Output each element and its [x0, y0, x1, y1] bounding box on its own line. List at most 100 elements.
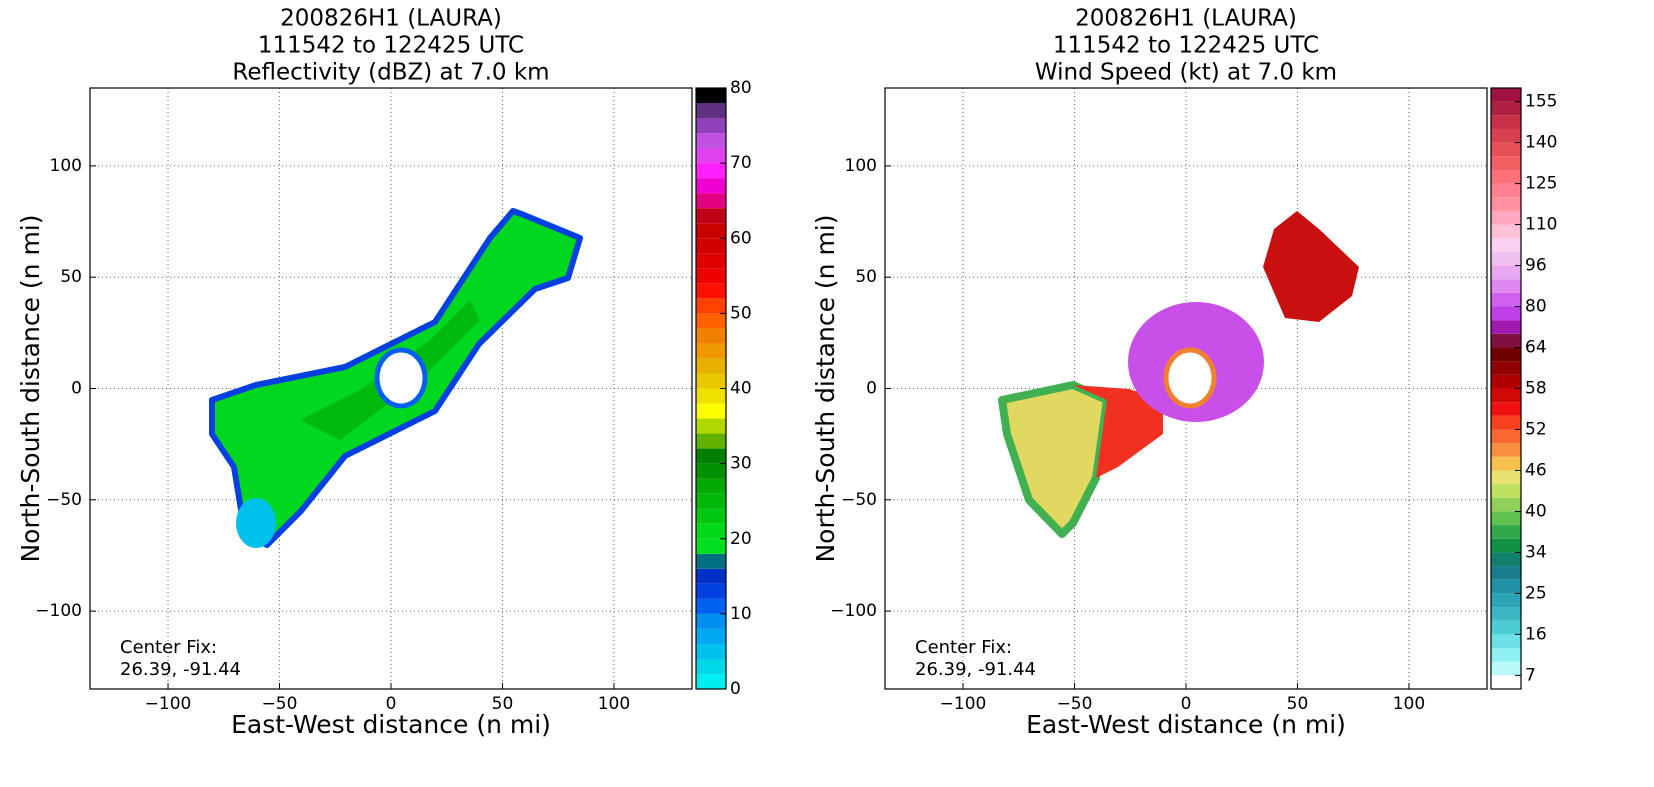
colorbar-band: [696, 118, 726, 134]
colorbar-band: [1491, 292, 1521, 307]
colorbar-band: [1491, 429, 1521, 444]
x-tick-label: −100: [145, 694, 192, 714]
colorbar-band: [696, 538, 726, 554]
colorbar-band: [696, 133, 726, 149]
colorbar-band: [696, 463, 726, 479]
colorbar-band: [696, 403, 726, 419]
colorbar-band: [696, 238, 726, 254]
colorbar-band: [1491, 443, 1521, 457]
colorbar-band: [1491, 115, 1521, 129]
radar-field: [374, 347, 428, 409]
colorbar-band: [696, 418, 726, 434]
colorbar-band: [1491, 402, 1521, 416]
colorbar-band: [1491, 415, 1521, 430]
colorbar-tick-label: 58: [1525, 379, 1547, 399]
colorbar-band: [696, 568, 726, 584]
colorbar-band: [696, 313, 726, 329]
colorbar-band: [696, 493, 726, 509]
y-axis-label: North-South distance (n mi): [16, 214, 45, 562]
colorbar-band: [1491, 238, 1521, 252]
colorbar-band: [1491, 388, 1521, 403]
x-tick-label: 100: [598, 694, 630, 714]
x-tick-label: 0: [386, 694, 397, 714]
colorbar-band: [696, 253, 726, 269]
colorbar-band: [1491, 470, 1521, 485]
x-tick-label: 50: [1287, 694, 1309, 714]
x-tick-label: −100: [940, 694, 987, 714]
colorbar-band: [1491, 620, 1521, 635]
colorbar-band: [696, 298, 726, 314]
colorbar-tick-label: 140: [1525, 133, 1557, 153]
x-tick-label: −50: [262, 694, 298, 714]
colorbar-band: [696, 88, 726, 104]
colorbar-tick-label: 96: [1525, 256, 1547, 276]
colorbar-band: [696, 208, 726, 224]
colorbar-band: [1491, 607, 1521, 621]
colorbar-band: [1491, 197, 1521, 211]
colorbar-band: [696, 658, 726, 674]
colorbar-band: [1491, 306, 1521, 321]
y-tick-label: 50: [855, 267, 877, 287]
colorbar-band: [696, 448, 726, 464]
colorbar-band: [696, 613, 726, 629]
colorbar-band: [1491, 525, 1521, 539]
annotation: Center Fix:: [120, 637, 217, 658]
colorbar-tick-label: 10: [730, 604, 752, 624]
chart-title: 111542 to 122425 UTC: [1053, 33, 1319, 59]
grid-layer: [90, 88, 1487, 689]
y-tick-label: 100: [845, 156, 877, 176]
colorbar-tick-label: 46: [1525, 460, 1547, 480]
wind-field: [998, 211, 1359, 538]
colorbar-band: [1491, 456, 1521, 471]
plot-frame: [884, 87, 1488, 690]
x-tick-label: 100: [1393, 694, 1425, 714]
colorbar-band: [696, 223, 726, 239]
y-tick-label: −100: [830, 601, 877, 621]
colorbar-band: [1491, 333, 1521, 348]
colorbar-band: [1491, 661, 1521, 676]
colorbar-band: [1491, 156, 1521, 170]
colorbar-band: [1491, 593, 1521, 608]
annotation: Center Fix:: [915, 637, 1012, 658]
colorbar-band: [696, 283, 726, 299]
colorbar-tick-label: 7: [1525, 665, 1536, 685]
colorbar-band: [696, 193, 726, 209]
radar-field: [1163, 347, 1217, 409]
colorbar-band: [696, 178, 726, 194]
colorbar-band: [696, 643, 726, 659]
radar-field: [1073, 385, 1163, 478]
colorbar-band: [696, 358, 726, 374]
colorbar-band: [1491, 279, 1521, 293]
y-tick-label: −50: [46, 490, 82, 510]
colorbar-band: [1491, 101, 1521, 116]
colorbar-band: [1491, 374, 1521, 389]
colorbar-band: [1491, 579, 1521, 594]
colorbar-band: [696, 508, 726, 524]
y-tick-label: −50: [841, 490, 877, 510]
colorbar-band: [696, 433, 726, 449]
reflectivity-field: [209, 208, 583, 548]
y-tick-label: 50: [60, 267, 82, 287]
colorbar-band: [1491, 347, 1521, 362]
y-axis-label: North-South distance (n mi): [811, 214, 840, 562]
colorbar-band: [696, 673, 726, 689]
colorbar-band: [1491, 320, 1521, 334]
x-tick-label: −50: [1057, 694, 1093, 714]
y-tick-label: 0: [71, 379, 82, 399]
colorbar-band: [1491, 142, 1521, 157]
x-tick-label: 50: [492, 694, 514, 714]
annotation: 26.39, -91.44: [915, 659, 1036, 680]
chart-title: 200826H1 (LAURA): [280, 6, 502, 32]
x-axis-label: East-West distance (n mi): [1026, 710, 1346, 739]
y-tick-label: −100: [35, 601, 82, 621]
colorbar-band: [696, 268, 726, 284]
colorbar-tick-label: 125: [1525, 174, 1557, 194]
colorbar-band: [1491, 552, 1521, 567]
colorbar-tick-label: 80: [1525, 297, 1547, 317]
colorbar-band: [1491, 497, 1521, 512]
colorbar-band: [1491, 484, 1521, 498]
chart-title: Wind Speed (kt) at 7.0 km: [1035, 60, 1337, 86]
colorbar-band: [696, 598, 726, 614]
radar-field: [236, 498, 276, 548]
colorbar-band: [696, 553, 726, 569]
